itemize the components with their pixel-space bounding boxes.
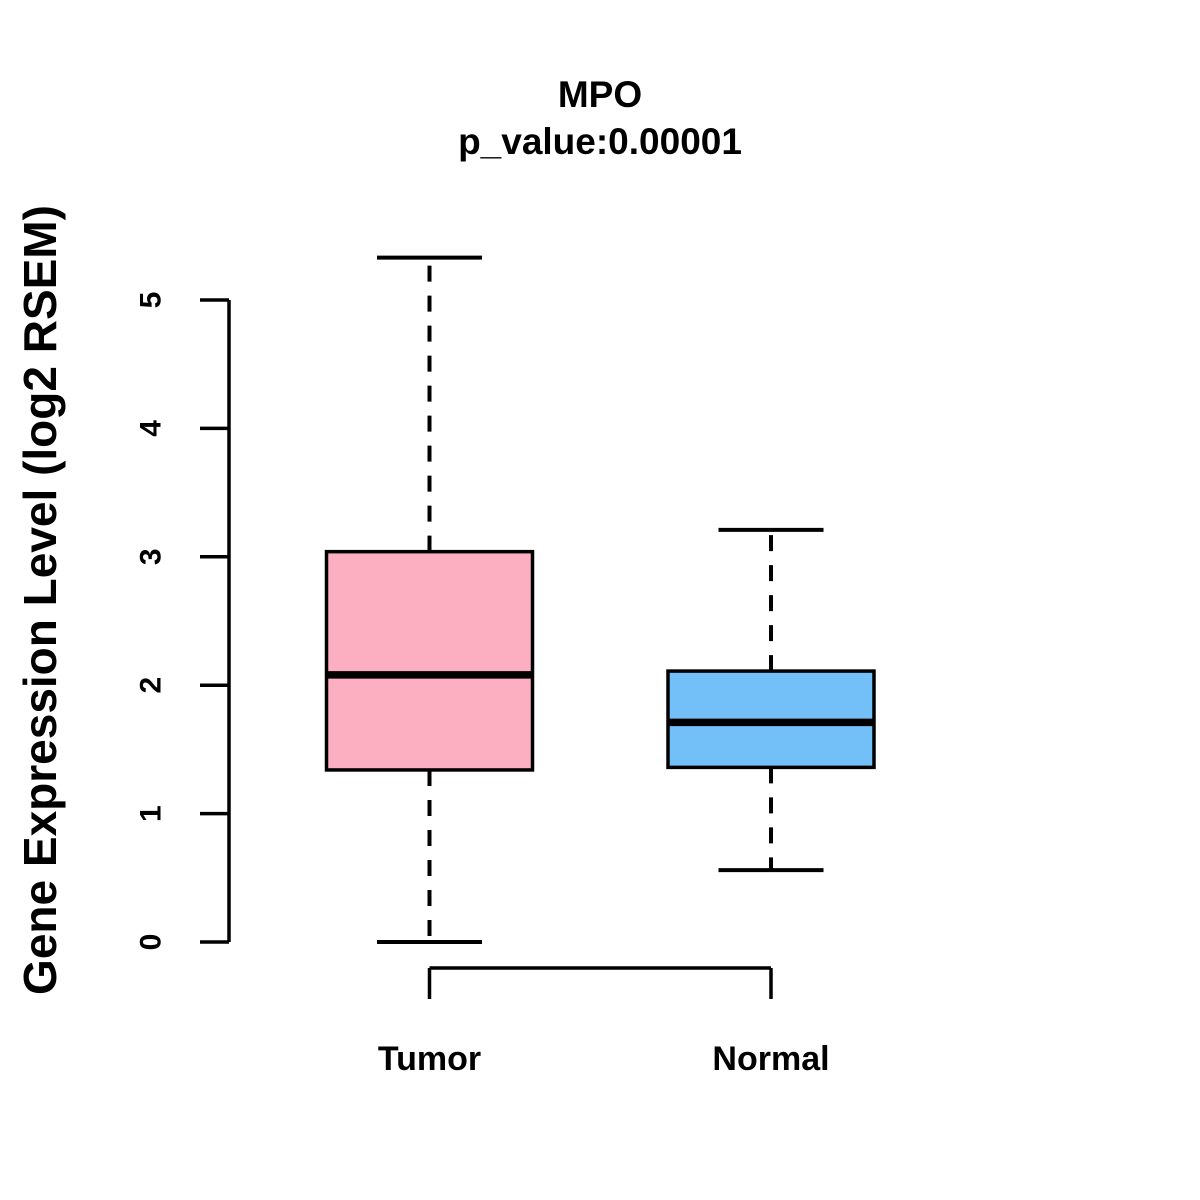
group-label-tumor: Tumor [378,1040,481,1078]
chart-title: MPO [558,74,642,115]
y-tick-label-1: 1 [135,805,168,822]
group-label-normal: Normal [712,1040,829,1078]
y-tick-label-0: 0 [135,934,168,951]
y-tick-label-5: 5 [135,292,168,309]
y-tick-label-3: 3 [135,548,168,565]
y-tick-label-2: 2 [135,677,168,694]
tumor-box [324,549,535,772]
y-tick-label-4: 4 [135,420,168,437]
chart-subtitle: p_value:0.00001 [458,121,742,162]
y-axis-label: Gene Expression Level (log2 RSEM) [14,205,66,995]
